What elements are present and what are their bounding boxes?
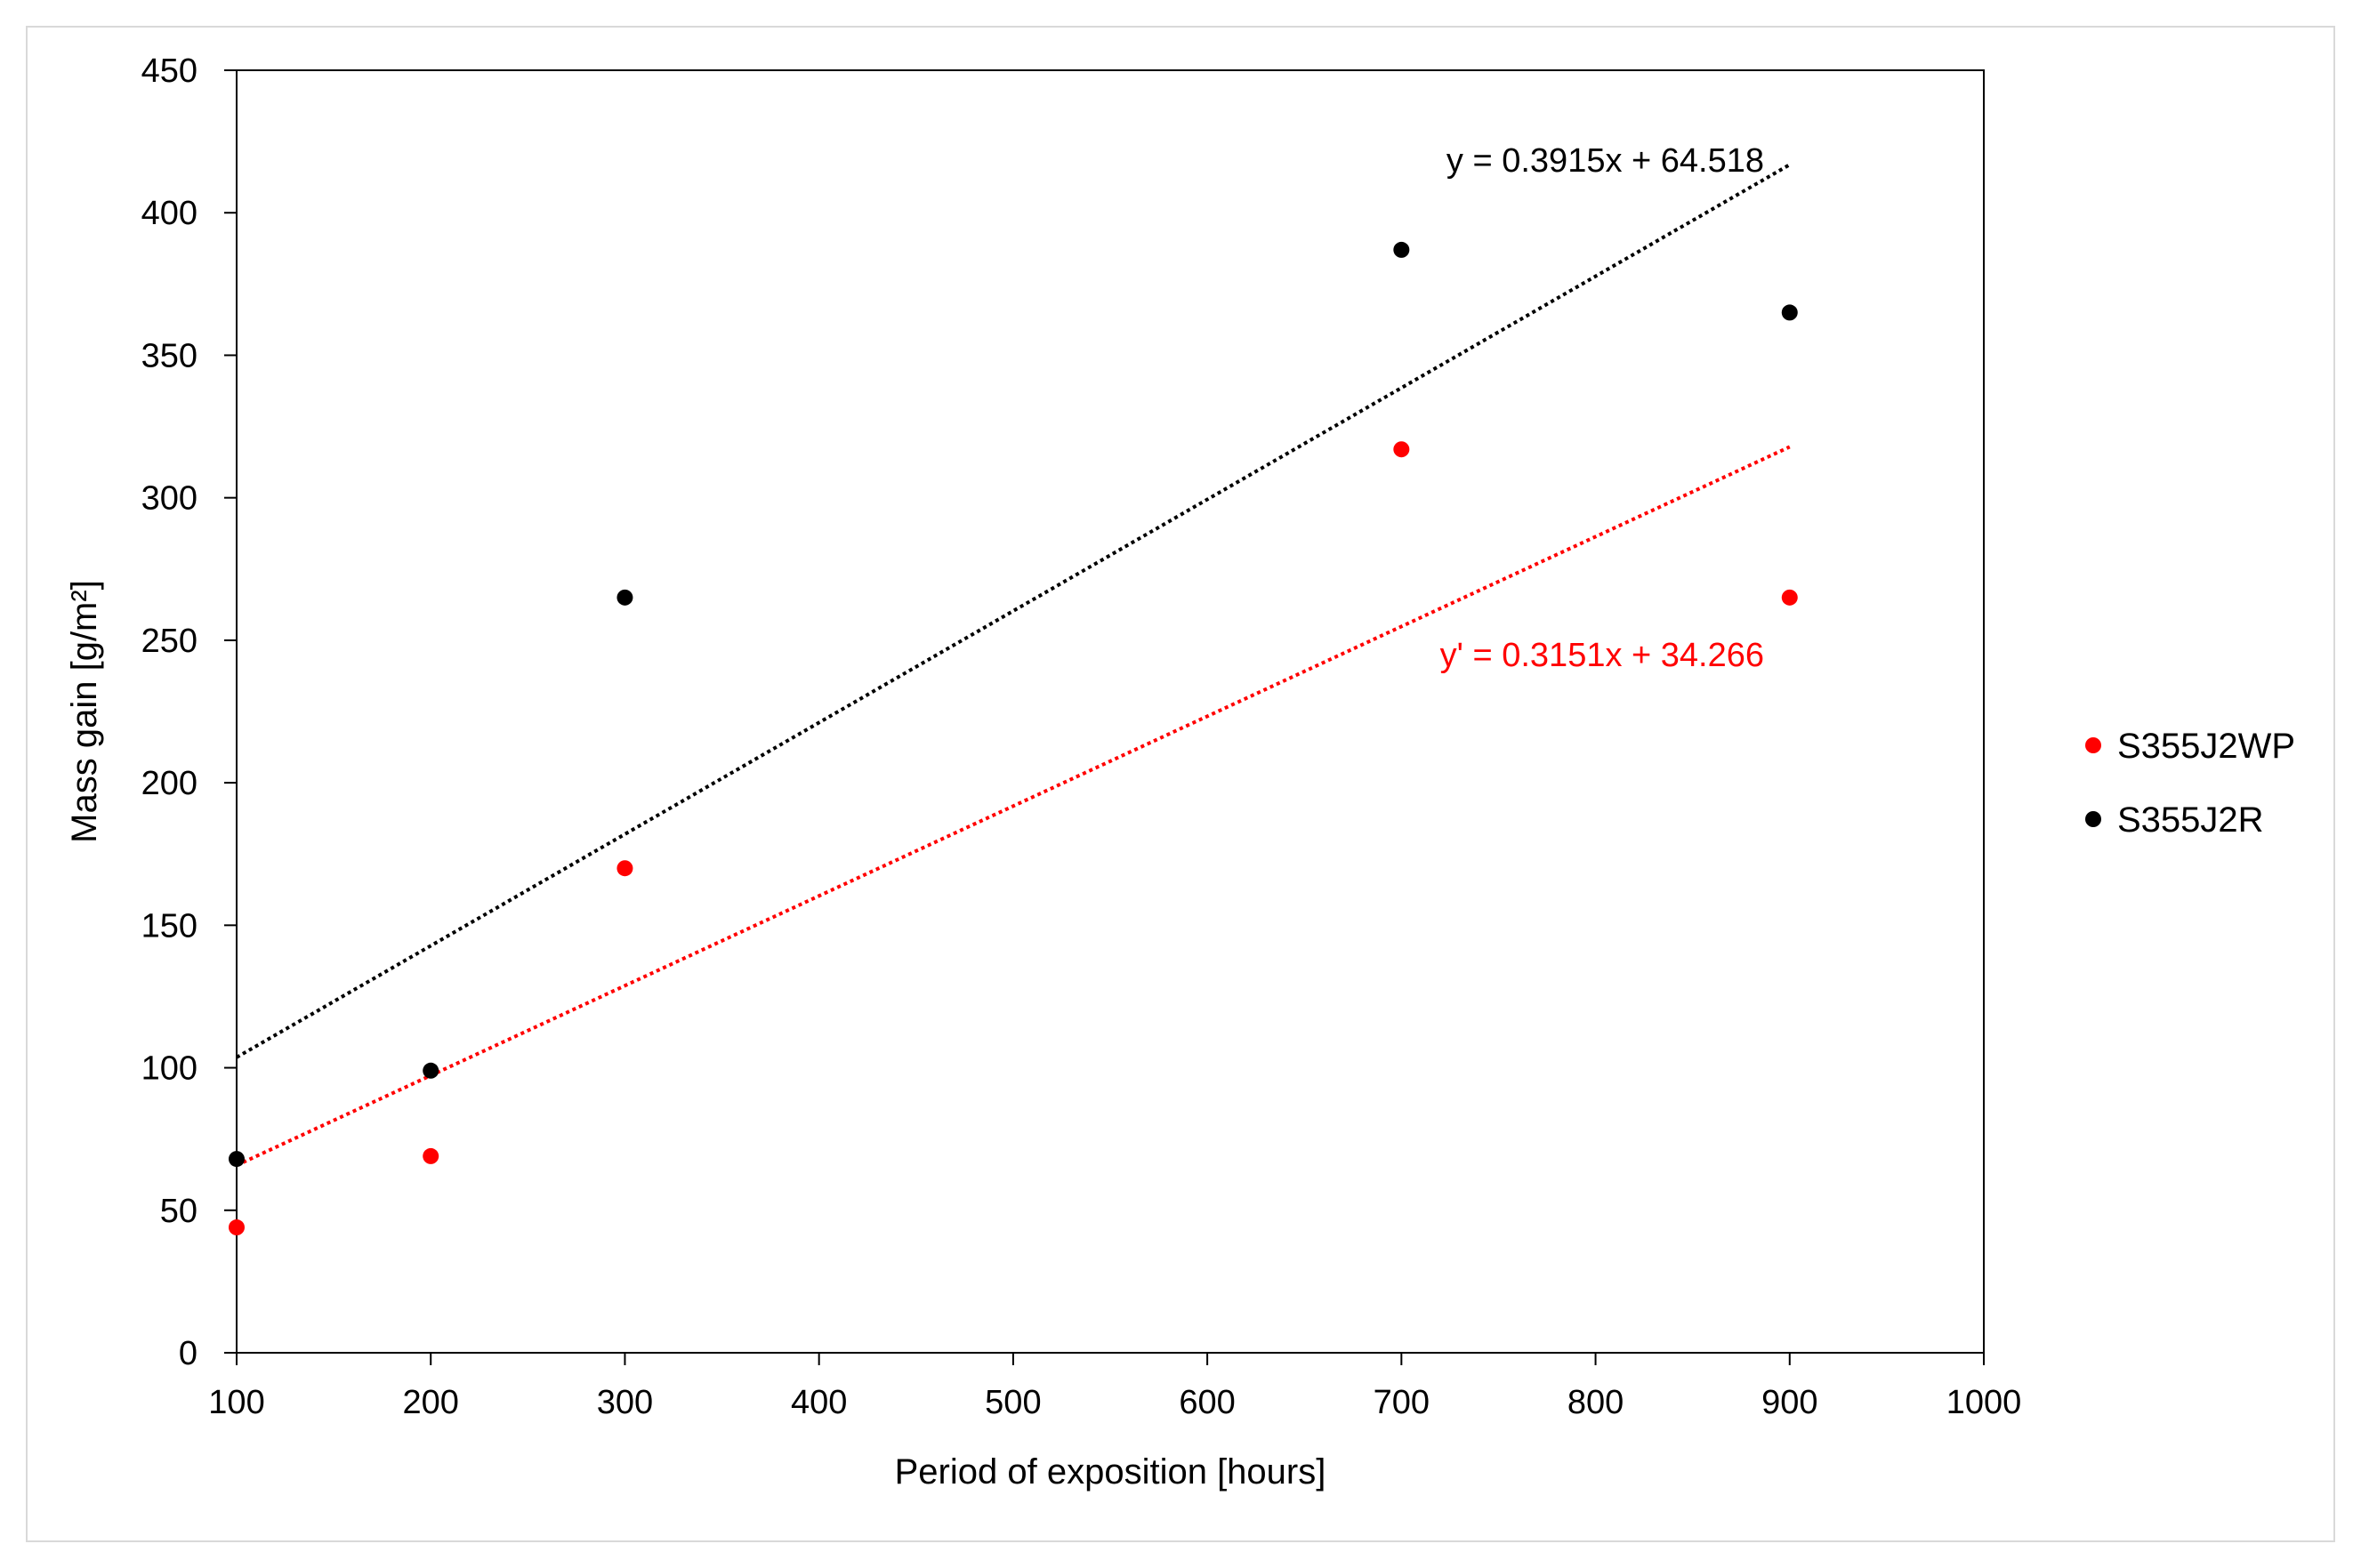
point-s355j2wp bbox=[616, 860, 633, 877]
x-tick-label: 200 bbox=[403, 1384, 459, 1421]
x-tick-label: 1000 bbox=[1946, 1384, 2022, 1421]
point-s355j2r bbox=[1781, 304, 1798, 321]
trendlines bbox=[236, 163, 1791, 1168]
y-tick-label: 400 bbox=[141, 195, 197, 232]
x-axis-ticks: 100 200 300 400 500 600 700 800 900 1000 bbox=[208, 1353, 2021, 1421]
trendline-s355j2wp bbox=[236, 445, 1791, 1168]
legend-label-s355j2r: S355J2R bbox=[2117, 800, 2264, 840]
x-tick-label: 600 bbox=[1179, 1384, 1235, 1421]
legend-label-s355j2wp: S355J2WP bbox=[2117, 727, 2295, 766]
point-s355j2wp bbox=[1393, 441, 1410, 458]
y-tick-label: 350 bbox=[141, 337, 197, 374]
legend: S355J2WP S355J2R bbox=[2085, 727, 2295, 840]
y-axis-label: Mass gain [g/m²] bbox=[65, 580, 104, 843]
x-tick-label: 700 bbox=[1374, 1384, 1430, 1421]
x-tick-label: 300 bbox=[597, 1384, 653, 1421]
y-tick-label: 150 bbox=[141, 907, 197, 945]
point-s355j2wp bbox=[1781, 589, 1798, 606]
x-tick-label: 100 bbox=[208, 1384, 264, 1421]
x-tick-label: 400 bbox=[791, 1384, 847, 1421]
y-tick-label: 250 bbox=[141, 623, 197, 660]
y-tick-label: 300 bbox=[141, 480, 197, 518]
y-tick-label: 100 bbox=[141, 1050, 197, 1088]
x-tick-label: 500 bbox=[985, 1384, 1041, 1421]
x-axis-label: Period of exposition [hours] bbox=[895, 1452, 1326, 1492]
x-tick-label: 900 bbox=[1761, 1384, 1817, 1421]
legend-marker-s355j2wp bbox=[2085, 737, 2101, 753]
trendline-label-s355j2wp: y' = 0.3151x + 34.266 bbox=[1440, 637, 1764, 674]
point-s355j2r bbox=[423, 1062, 439, 1079]
plot-area bbox=[236, 69, 1985, 1354]
point-s355j2r bbox=[229, 1151, 245, 1168]
point-s355j2wp bbox=[229, 1219, 245, 1236]
point-s355j2r bbox=[616, 589, 633, 606]
y-tick-label: 450 bbox=[141, 52, 197, 90]
y-tick-label: 0 bbox=[179, 1335, 197, 1372]
x-tick-label: 800 bbox=[1567, 1384, 1624, 1421]
trendline-label-s355j2r: y = 0.3915x + 64.518 bbox=[1446, 142, 1764, 180]
y-axis-ticks: 0 50 100 150 200 250 300 350 400 450 bbox=[141, 52, 237, 1372]
legend-marker-s355j2r bbox=[2085, 811, 2101, 827]
y-tick-label: 200 bbox=[141, 765, 197, 802]
y-tick-label: 50 bbox=[160, 1193, 197, 1230]
data-points bbox=[229, 241, 1798, 1236]
point-s355j2wp bbox=[423, 1147, 439, 1164]
point-s355j2r bbox=[1393, 241, 1410, 258]
chart-frame bbox=[26, 26, 2335, 1542]
